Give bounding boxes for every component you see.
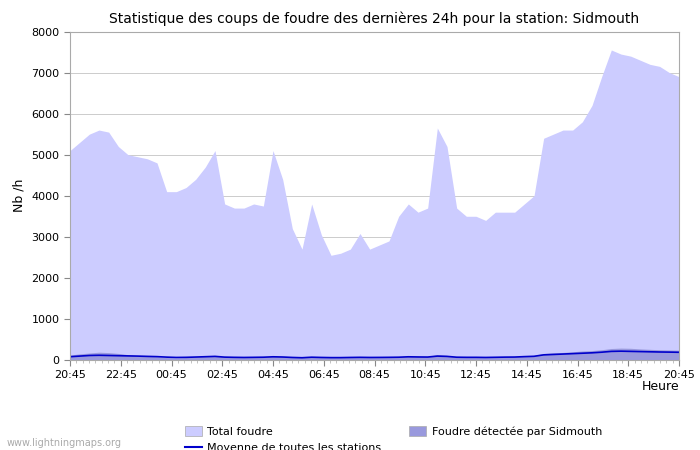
Text: Heure: Heure (641, 380, 679, 393)
Title: Statistique des coups de foudre des dernières 24h pour la station: Sidmouth: Statistique des coups de foudre des dern… (109, 12, 640, 26)
Y-axis label: Nb /h: Nb /h (13, 179, 26, 212)
Legend: Total foudre, Moyenne de toutes les stations, Foudre détectée par Sidmouth: Total foudre, Moyenne de toutes les stat… (186, 426, 602, 450)
Text: www.lightningmaps.org: www.lightningmaps.org (7, 438, 122, 448)
